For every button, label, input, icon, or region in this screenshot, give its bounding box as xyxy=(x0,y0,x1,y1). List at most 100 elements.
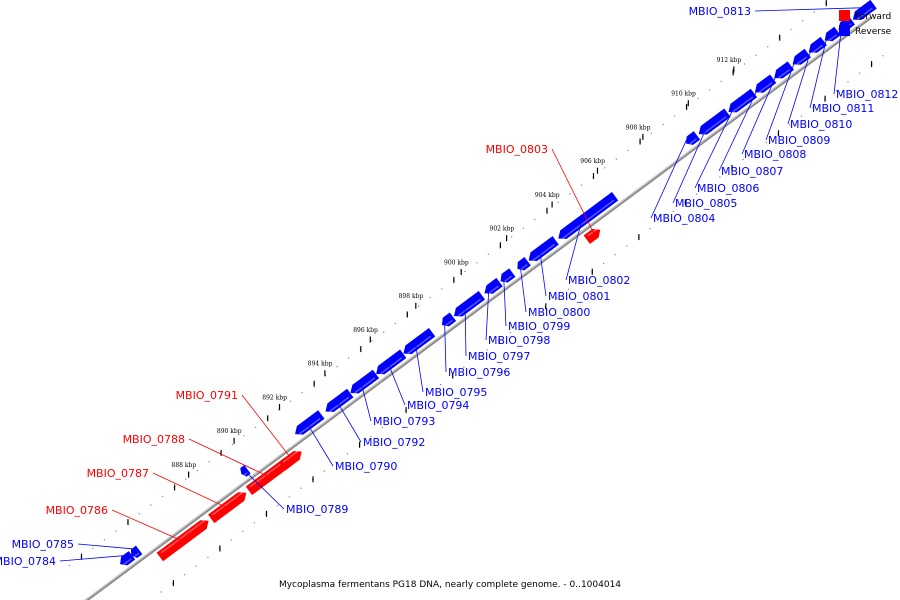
gene-label[interactable]: MBIO_0785 xyxy=(12,538,74,551)
gene-label[interactable]: MBIO_0812 xyxy=(836,88,898,101)
kbp-label: 912 kbp xyxy=(717,57,742,64)
gene-shine xyxy=(532,243,555,262)
gene-mbio-0794[interactable] xyxy=(376,349,407,375)
guide-dot xyxy=(289,400,292,402)
gene-label[interactable]: MBIO_0799 xyxy=(508,320,570,333)
guide-dot xyxy=(370,435,372,438)
guide-dot xyxy=(557,201,559,204)
guide-dot xyxy=(789,124,791,126)
guide-dot xyxy=(428,392,430,394)
gene-label[interactable]: MBIO_0792 xyxy=(363,436,425,449)
guide-dot xyxy=(439,383,442,386)
gene-label[interactable]: MBIO_0813 xyxy=(689,5,751,18)
gene-shine xyxy=(407,335,432,355)
gene-shine xyxy=(133,552,140,558)
guide-dot xyxy=(336,366,338,368)
guide-dot xyxy=(486,349,488,351)
gene-mbio-0808[interactable] xyxy=(774,61,795,79)
guide-dot xyxy=(476,262,478,264)
gene-mbio-0803[interactable] xyxy=(583,228,601,244)
gene-mbio-0813[interactable] xyxy=(852,0,877,21)
gene-label[interactable]: MBIO_0789 xyxy=(286,503,348,516)
gene-mbio-0790[interactable] xyxy=(295,410,325,435)
gene-label[interactable]: MBIO_0801 xyxy=(548,290,610,303)
gene-label[interactable]: MBIO_0809 xyxy=(768,134,830,147)
guide-dot xyxy=(196,469,199,472)
gene-label[interactable]: MBIO_0790 xyxy=(335,460,397,473)
label-leaders xyxy=(59,7,861,562)
legend-forward-swatch xyxy=(839,10,850,21)
label-leader xyxy=(152,472,232,511)
gene-label[interactable]: MBIO_0804 xyxy=(653,212,715,225)
gene-mbio-0805[interactable] xyxy=(698,108,731,135)
guide-dot xyxy=(393,418,395,420)
guide-dot xyxy=(161,495,164,498)
gene-label[interactable]: MBIO_0800 xyxy=(528,306,590,319)
gene-mbio-0797[interactable] xyxy=(453,290,486,317)
gene-mbio-0784[interactable] xyxy=(120,551,136,566)
gene-mbio-0806[interactable] xyxy=(728,88,758,113)
label-leader xyxy=(718,81,762,172)
guide-dot xyxy=(429,296,431,299)
gene-label[interactable]: MBIO_0798 xyxy=(488,334,550,347)
gene-mbio-0793[interactable] xyxy=(350,369,380,394)
gene-mbio-0795[interactable] xyxy=(403,327,436,355)
gene-mbio-0799[interactable] xyxy=(500,268,516,283)
gene-label[interactable]: MBIO_0786 xyxy=(46,504,108,517)
label-leader xyxy=(565,213,585,281)
guide-dot xyxy=(138,513,140,515)
gene-label[interactable]: MBIO_0803 xyxy=(486,143,548,156)
gene-label[interactable]: MBIO_0807 xyxy=(721,165,783,178)
guide-dot xyxy=(580,184,583,186)
label-leader xyxy=(741,67,780,155)
gene-shine xyxy=(488,285,499,294)
gene-label[interactable]: MBIO_0810 xyxy=(790,118,852,131)
gene-label[interactable]: MBIO_0787 xyxy=(87,467,149,480)
gene-shine xyxy=(562,199,615,240)
gene-mbio-0791[interactable] xyxy=(278,451,302,471)
gene-mbio-0785[interactable] xyxy=(130,545,143,558)
kbp-label: 902 kbp xyxy=(490,226,515,233)
guide-dot xyxy=(790,28,792,31)
guide-dot xyxy=(743,63,746,65)
guide-dot xyxy=(604,167,606,169)
gene-label[interactable]: MBIO_0805 xyxy=(675,197,737,210)
guide-dot xyxy=(348,357,350,359)
kbp-label: 898 kbp xyxy=(399,293,424,300)
gene-label[interactable]: MBIO_0796 xyxy=(448,366,510,379)
label-leader xyxy=(386,359,406,406)
gene-shine xyxy=(758,82,773,93)
gene-mbio-0796[interactable] xyxy=(441,312,457,327)
gene-mbio-0809[interactable] xyxy=(792,48,811,65)
guide-dot xyxy=(464,270,466,273)
guide-dot xyxy=(813,11,815,13)
gene-label[interactable]: MBIO_0793 xyxy=(373,415,435,428)
gene-mbio-0804[interactable] xyxy=(685,131,701,145)
legend: Forward Reverse xyxy=(839,10,892,37)
gene-label[interactable]: MBIO_0811 xyxy=(812,102,874,115)
gene-label[interactable]: MBIO_0797 xyxy=(468,350,530,363)
gene-label[interactable]: MBIO_0808 xyxy=(744,148,806,161)
guide-dot xyxy=(696,193,698,195)
gene-label[interactable]: MBIO_0788 xyxy=(123,433,185,446)
gene-label[interactable]: MBIO_0806 xyxy=(697,182,759,195)
gene-shine xyxy=(796,56,808,65)
guide-dot xyxy=(673,115,676,117)
guide-dot xyxy=(509,331,512,334)
gene-shine xyxy=(379,357,403,375)
gene-label[interactable]: MBIO_0795 xyxy=(425,386,487,399)
gene-label[interactable]: MBIO_0791 xyxy=(176,389,238,402)
gene-shine xyxy=(457,298,482,317)
gene-label[interactable]: MBIO_0784 xyxy=(0,555,56,568)
gene-label[interactable]: MBIO_0794 xyxy=(407,399,469,412)
guide-dot xyxy=(614,254,616,256)
guide-dot xyxy=(626,245,628,247)
gene-mbio-0792[interactable] xyxy=(325,388,354,412)
gene-mbio-0800[interactable] xyxy=(517,256,531,271)
gene-label[interactable]: MBIO_0802 xyxy=(568,274,630,287)
kbp-label: 904 kbp xyxy=(535,192,560,199)
gene-mbio-0798[interactable] xyxy=(484,277,503,294)
gene-shine xyxy=(828,34,838,42)
gene-mbio-0802[interactable] xyxy=(558,191,619,239)
gene-mbio-0801[interactable] xyxy=(528,236,559,262)
